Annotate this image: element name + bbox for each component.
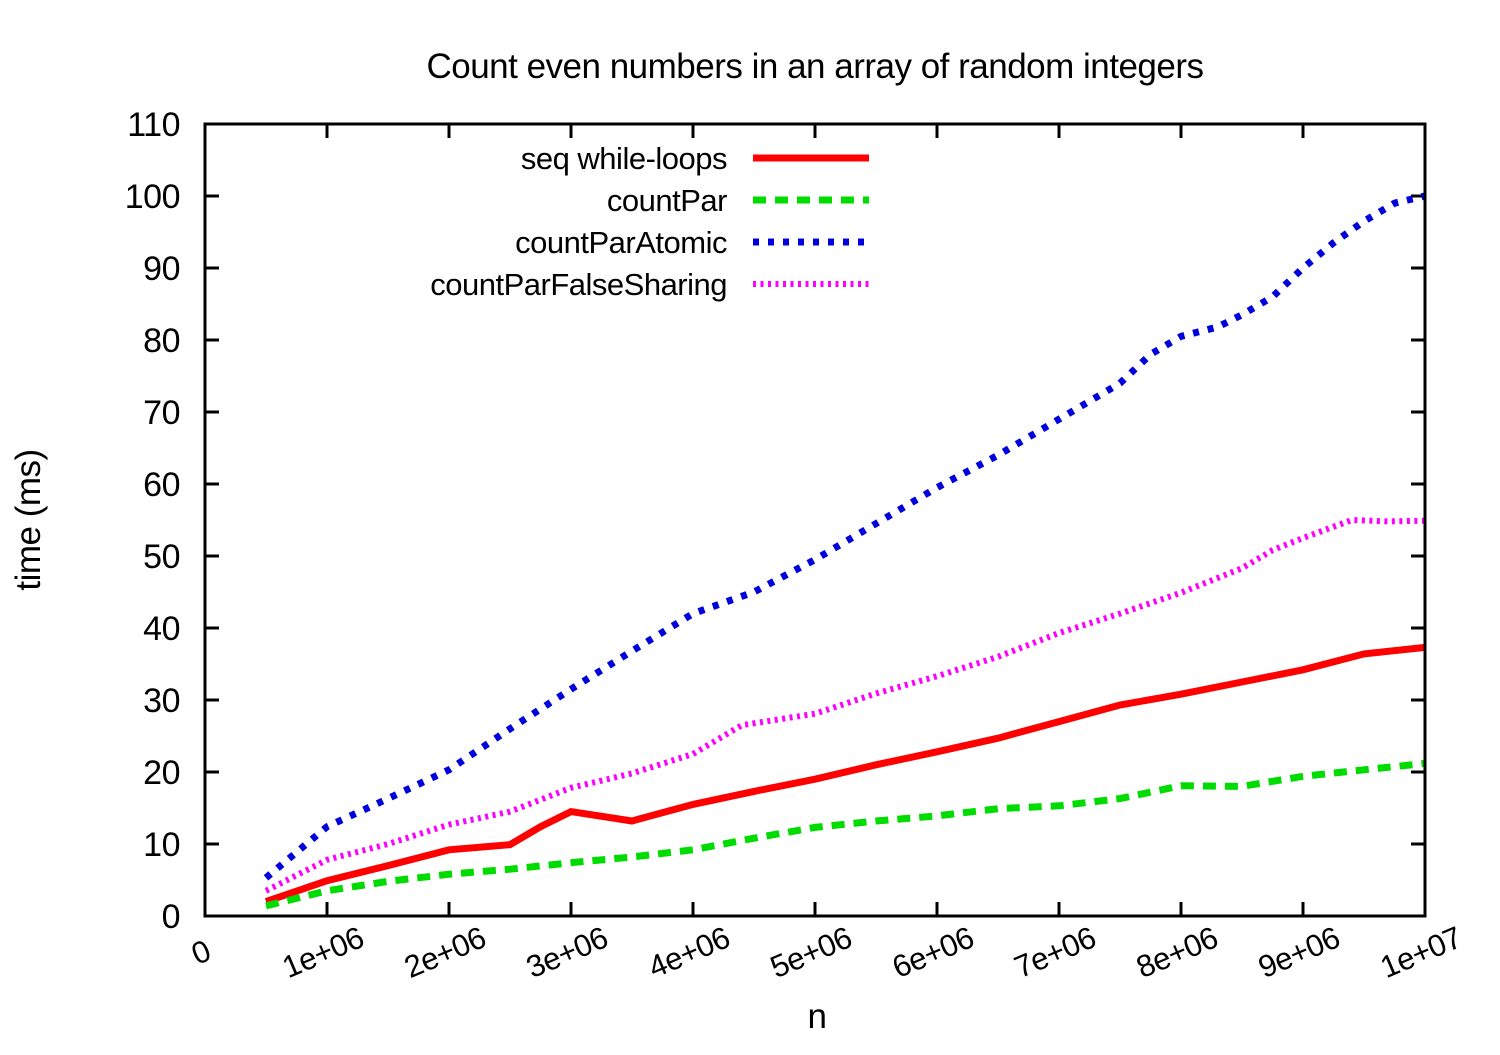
series-line-countpar — [265, 759, 1426, 910]
plot-frame — [203, 122, 1427, 918]
y-tick-label: 0 — [162, 898, 180, 936]
y-tick-label: 10 — [143, 826, 180, 864]
y-axis-label: time (ms) — [9, 449, 48, 590]
y-tick-label: 20 — [143, 754, 180, 792]
legend-label-countparatomic: countParAtomic — [515, 225, 727, 260]
legend-label-countparfalsesharing: countParFalseSharing — [430, 267, 727, 302]
x-tick-label: 2e+06 — [399, 920, 491, 985]
axis-tick-labels: 0 10 20 30 40 50 60 70 80 90 100 110 0 1e+06 2e+06 3e+0… — [125, 106, 1467, 985]
x-tick-label: 8e+06 — [1131, 920, 1223, 985]
x-tick-label: 6e+06 — [887, 920, 979, 985]
series-lines — [263, 192, 1426, 910]
x-tick-label: 1e+07 — [1375, 920, 1467, 985]
x-tick-label: 0 — [186, 933, 215, 972]
x-tick-label: 1e+06 — [277, 920, 369, 985]
y-tick-label: 30 — [143, 682, 180, 720]
series-line-countparatomic — [263, 192, 1426, 881]
x-tick-label: 3e+06 — [521, 920, 613, 985]
y-tick-label: 60 — [143, 466, 180, 504]
chart-title: Count even numbers in an array of random… — [426, 47, 1203, 86]
y-tick-label: 40 — [143, 610, 180, 648]
legend-label-seq-while-loops: seq while-loops — [521, 141, 727, 176]
x-tick-label: 9e+06 — [1253, 920, 1345, 985]
x-tick-label: 4e+06 — [643, 920, 735, 985]
x-axis-label: n — [808, 997, 827, 1036]
y-tick-label: 70 — [143, 394, 180, 432]
legend-label-countpar: countPar — [607, 183, 727, 218]
x-tick-label: 7e+06 — [1009, 920, 1101, 985]
y-tick-label: 90 — [143, 250, 180, 288]
y-tick-label: 50 — [143, 538, 180, 576]
y-tick-label: 100 — [125, 178, 180, 216]
x-tick-label: 5e+06 — [765, 920, 857, 985]
y-tick-label: 80 — [143, 322, 180, 360]
series-line-countparfalsesharing — [264, 516, 1426, 894]
series-line-seq-while-loops — [264, 643, 1426, 905]
y-tick-label: 110 — [127, 106, 180, 144]
legend: seq while-loops countPar countParAtomic cou… — [430, 141, 869, 302]
